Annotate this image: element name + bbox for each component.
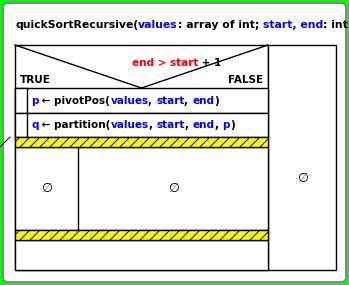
Bar [15, 240, 268, 270]
Text: ∅: ∅ [168, 182, 178, 195]
Bar [15, 113, 268, 137]
Text: ,: , [149, 120, 157, 130]
Text: ): ) [214, 95, 219, 105]
Text: + 1: + 1 [198, 58, 221, 68]
Text: ,: , [215, 120, 222, 130]
Bar [15, 113, 27, 137]
Bar [15, 147, 268, 230]
Text: : int): : int) [323, 20, 349, 30]
Text: start: start [156, 95, 185, 105]
Text: end: end [193, 120, 215, 130]
Bar [15, 88, 27, 113]
Text: q: q [31, 120, 38, 130]
Text: ∅: ∅ [297, 172, 307, 186]
Text: end > start: end > start [132, 58, 198, 68]
Text: p: p [222, 120, 230, 130]
Text: ,: , [185, 120, 193, 130]
Text: start: start [157, 120, 185, 130]
Text: ): ) [230, 120, 235, 130]
Text: quickSortRecursive(: quickSortRecursive( [15, 20, 138, 30]
Bar [268, 45, 336, 270]
Text: start, end: start, end [263, 20, 323, 30]
Text: values: values [138, 20, 178, 30]
Text: ∅: ∅ [41, 182, 52, 195]
Text: values: values [110, 95, 149, 105]
Bar [15, 230, 268, 240]
Text: ← partition(: ← partition( [38, 120, 111, 130]
Bar [15, 45, 268, 270]
Text: TRUE: TRUE [20, 75, 51, 85]
Text: ,: , [185, 95, 192, 105]
FancyBboxPatch shape [3, 3, 346, 282]
Text: end: end [192, 95, 214, 105]
Text: ,: , [149, 95, 156, 105]
Bar [15, 88, 268, 113]
Bar [15, 137, 268, 147]
Text: p: p [31, 95, 38, 105]
Text: values: values [111, 120, 149, 130]
Text: ← pivotPos(: ← pivotPos( [38, 95, 110, 105]
Text: : array of int;: : array of int; [178, 20, 263, 30]
Text: FALSE: FALSE [228, 75, 263, 85]
